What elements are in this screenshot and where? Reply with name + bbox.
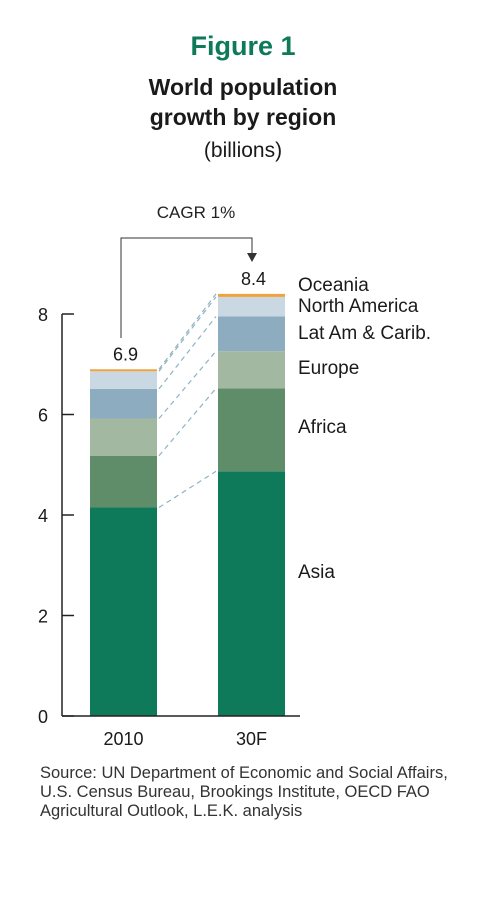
bar-segment-lat-am-carib--2010: [90, 388, 157, 419]
chart-title-line2: growth by region: [150, 104, 337, 130]
y-tick-label: 4: [38, 506, 48, 526]
y-tick-label: 2: [38, 607, 48, 627]
x-axis-labels: 2010 30F: [103, 729, 267, 749]
bar-segment-africa-30f: [218, 388, 285, 472]
connector-line: [158, 387, 217, 457]
cagr-bracket: [120, 237, 253, 338]
bar-segment-africa-2010: [90, 455, 157, 508]
legend-label-asia: Asia: [298, 562, 335, 583]
legend-label-lat-am-carib-: Lat Am & Carib.: [298, 323, 431, 344]
y-tick-label: 6: [38, 406, 48, 426]
bar-total-label: 8.4: [241, 269, 266, 289]
bar-segment-north-america-30f: [218, 296, 285, 317]
connector-line: [158, 350, 217, 419]
legend-label-africa: Africa: [298, 417, 347, 438]
bar-segment-asia-2010: [90, 507, 157, 716]
connector-line: [158, 470, 217, 508]
bars-group: [90, 293, 285, 716]
connector-lines: [158, 293, 217, 508]
bar-totals: 6.9 8.4: [113, 269, 266, 364]
source-note: Source: UN Department of Economic and So…: [40, 764, 448, 820]
figure-label: Figure 1: [190, 31, 295, 61]
connector-line: [158, 293, 217, 370]
bar-segment-oceania-30f: [218, 293, 285, 297]
legend-label-oceania: Oceania: [298, 275, 369, 296]
connector-line: [158, 316, 217, 390]
y-tick-label: 8: [38, 305, 48, 325]
y-axis: 0 2 4 6 8: [38, 305, 300, 727]
bar-segment-north-america-2010: [90, 371, 157, 389]
x-tick-label: 2010: [103, 729, 143, 749]
y-tick-label: 0: [38, 707, 48, 727]
connector-line: [158, 296, 217, 372]
bar-segment-europe-2010: [90, 418, 157, 456]
chart-title-line1: World population: [149, 74, 338, 100]
bar-segment-asia-30f: [218, 471, 285, 716]
cagr-arrow-icon: [247, 253, 257, 262]
bar-total-label: 6.9: [113, 344, 138, 364]
bar-segment-lat-am-carib--30f: [218, 316, 285, 352]
cagr-label: CAGR 1%: [157, 203, 235, 222]
legend-label-europe: Europe: [298, 358, 359, 379]
bar-segment-europe-30f: [218, 351, 285, 389]
chart-subtitle: (billions): [204, 139, 282, 162]
x-tick-label: 30F: [236, 729, 267, 749]
bar-segment-oceania-2010: [90, 369, 157, 372]
legend-label-north-america: North America: [298, 296, 419, 317]
